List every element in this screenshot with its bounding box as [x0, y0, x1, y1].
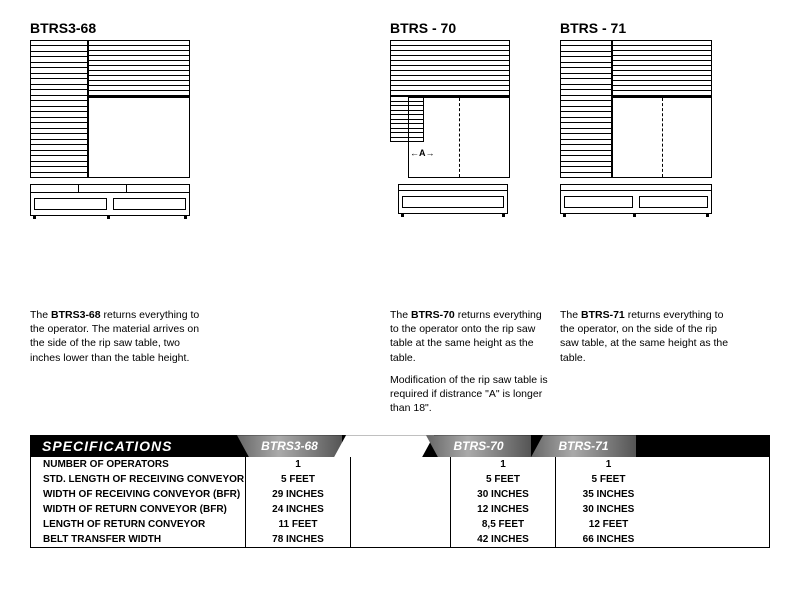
model-title-2: BTRS - 70: [390, 20, 550, 36]
spec-cell: 1: [451, 457, 556, 472]
spec-header: SPECIFICATIONS BTRS3-68 BTRS-70 BTRS-71: [30, 435, 770, 457]
spec-cell: 42 INCHES: [451, 532, 556, 547]
spec-cell: 11 FEET: [246, 517, 351, 532]
diagram-col-1: BTRS3-68: [30, 20, 230, 300]
diagram-col-2: BTRS - 70 ←A→: [390, 20, 550, 300]
desc-1: The BTRS3-68 returns everything to the o…: [30, 308, 205, 415]
spec-row-label: LENGTH OF RETURN CONVEYOR: [31, 517, 246, 532]
spec-cell-gap: [351, 517, 451, 532]
spec-cell: 12 INCHES: [451, 502, 556, 517]
top-view-1: [30, 40, 230, 178]
spec-col-header-1: BTRS3-68: [237, 435, 342, 457]
dimension-a-label: ←A→: [410, 148, 435, 158]
desc-3: The BTRS-71 returns everything to the op…: [560, 308, 730, 415]
spec-cell: 24 INCHES: [246, 502, 351, 517]
spec-cell: 29 INCHES: [246, 487, 351, 502]
model-title-3: BTRS - 71: [560, 20, 730, 36]
spec-cell: 66 INCHES: [556, 532, 661, 547]
model-title-1: BTRS3-68: [30, 20, 230, 36]
spec-cell: 5 FEET: [246, 472, 351, 487]
descriptions-row: The BTRS3-68 returns everything to the o…: [30, 308, 770, 415]
spec-cell-gap: [351, 502, 451, 517]
top-view-3: [560, 40, 730, 178]
spec-cell-gap: [351, 532, 451, 547]
spec-cell: 1: [556, 457, 661, 472]
spec-row: WIDTH OF RETURN CONVEYOR (BFR)24 INCHES 1…: [31, 502, 769, 517]
spec-cell: 30 INCHES: [451, 487, 556, 502]
spec-row-label: STD. LENGTH OF RECEIVING CONVEYOR: [31, 472, 246, 487]
spec-cell: 35 INCHES: [556, 487, 661, 502]
spec-cell: 8,5 FEET: [451, 517, 556, 532]
desc-2: The BTRS-70 returns everything to the op…: [390, 308, 550, 415]
spec-cell: 1: [246, 457, 351, 472]
side-view-2: [390, 184, 550, 214]
spec-row-label: NUMBER OF OPERATORS: [31, 457, 246, 472]
spec-col-header-2: BTRS-70: [426, 435, 531, 457]
spec-row-label: WIDTH OF RETURN CONVEYOR (BFR): [31, 502, 246, 517]
diagrams-row: BTRS3-68: [30, 20, 770, 300]
spec-cell: 30 INCHES: [556, 502, 661, 517]
spec-cell-gap: [351, 457, 451, 472]
spec-row: WIDTH OF RECEIVING CONVEYOR (BFR)29 INCH…: [31, 487, 769, 502]
spec-cell-gap: [351, 487, 451, 502]
spec-row-label: BELT TRANSFER WIDTH: [31, 532, 246, 547]
spec-cell-gap: [351, 472, 451, 487]
spec-body: NUMBER OF OPERATORS111STD. LENGTH OF REC…: [30, 457, 770, 548]
spec-col-header-3: BTRS-71: [531, 435, 636, 457]
diagram-spacer: [240, 20, 380, 300]
specifications-table: SPECIFICATIONS BTRS3-68 BTRS-70 BTRS-71 …: [30, 435, 770, 548]
top-view-2: ←A→: [390, 40, 510, 178]
side-view-3: [560, 184, 730, 214]
diagram-col-3: BTRS - 71: [560, 20, 730, 300]
spec-row-label: WIDTH OF RECEIVING CONVEYOR (BFR): [31, 487, 246, 502]
spec-cell: 78 INCHES: [246, 532, 351, 547]
spec-row: NUMBER OF OPERATORS111: [31, 457, 769, 472]
spec-row: STD. LENGTH OF RECEIVING CONVEYOR5 FEET5…: [31, 472, 769, 487]
spec-cell: 5 FEET: [556, 472, 661, 487]
spec-cell: 12 FEET: [556, 517, 661, 532]
spec-cell: 5 FEET: [451, 472, 556, 487]
spec-row: BELT TRANSFER WIDTH78 INCHES 42 INCHES66 …: [31, 532, 769, 547]
spec-row: LENGTH OF RETURN CONVEYOR11 FEET 8,5 FEET…: [31, 517, 769, 532]
spec-title: SPECIFICATIONS: [30, 435, 245, 457]
side-view-1: [30, 184, 230, 216]
